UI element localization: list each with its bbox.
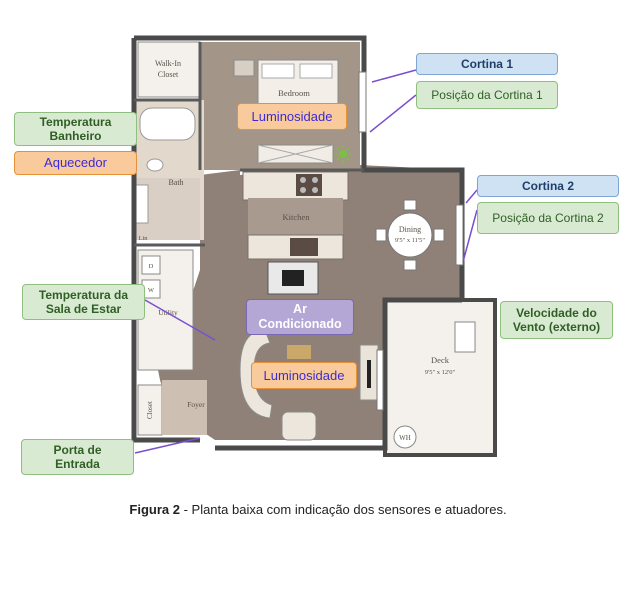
velocidade-vento-label: Velocidade do Vento (externo) <box>500 301 613 339</box>
ar-condicionado-label: Ar Condicionado <box>246 299 354 335</box>
room-label-closet: Closet <box>146 401 154 419</box>
room-label-dining-dim: 9'5" x 11'5" <box>395 237 426 244</box>
caption-text: - Planta baixa com indicação dos sensore… <box>179 502 507 517</box>
luminosidade-sala-label: Luminosidade <box>251 362 357 389</box>
room-label-wh: WH <box>399 434 411 442</box>
room-label-foyer: Foyer <box>187 400 205 409</box>
porta-entrada-line2: Entrada <box>55 457 100 471</box>
room-label-dining: Dining <box>399 225 421 234</box>
room-label-washer: W <box>148 287 155 294</box>
room-label-bedroom: Bedroom <box>278 88 310 98</box>
figure-caption: Figura 2 - Planta baixa com indicação do… <box>0 502 636 517</box>
room-label-deck: Deck <box>431 355 450 365</box>
room-label-deck-dim: 9'5" x 12'0" <box>425 369 456 376</box>
temperatura-sala-line2: Sala de Estar <box>45 302 122 316</box>
room-label-walkin-1: Walk-In <box>155 59 181 68</box>
temperatura-banheiro-line2: Banheiro <box>49 129 102 143</box>
cortina1-label: Cortina 1 <box>416 53 558 75</box>
room-label-kitchen: Kitchen <box>283 212 311 222</box>
posicao-cortina2-label: Posição da Cortina 2 <box>477 202 619 234</box>
room-label-dryer: D <box>149 263 154 270</box>
posicao-cortina1-label: Posição da Cortina 1 <box>416 81 558 109</box>
room-label-lin: Lin <box>138 235 148 242</box>
aquecedor-label: Aquecedor <box>14 151 137 175</box>
velocidade-vento-line2: Vento (externo) <box>512 320 601 334</box>
light-sensor-icon <box>334 145 352 163</box>
ar-condicionado-line1: Ar <box>293 302 307 316</box>
temperatura-banheiro-line1: Temperatura <box>39 114 112 129</box>
figure-number: Figura 2 <box>129 502 180 517</box>
sensor-connectors <box>134 69 478 454</box>
porta-entrada-label: Porta de Entrada <box>21 439 134 475</box>
ar-condicionado-line2: Condicionado <box>258 317 342 331</box>
temperatura-sala-label: Temperatura da Sala de Estar <box>22 284 145 320</box>
temperatura-sala-line1: Temperatura da <box>38 287 129 302</box>
floor-plan-structure <box>131 35 497 457</box>
temperatura-banheiro-label: Temperatura Banheiro <box>14 112 137 146</box>
cortina2-label: Cortina 2 <box>477 175 619 197</box>
porta-entrada-line1: Porta de <box>53 442 102 457</box>
velocidade-vento-line1: Velocidade do <box>516 305 597 320</box>
room-label-walkin-2: Closet <box>158 70 179 79</box>
room-label-bath: Bath <box>168 178 183 187</box>
luminosidade-quarto-label: Luminosidade <box>237 103 347 130</box>
